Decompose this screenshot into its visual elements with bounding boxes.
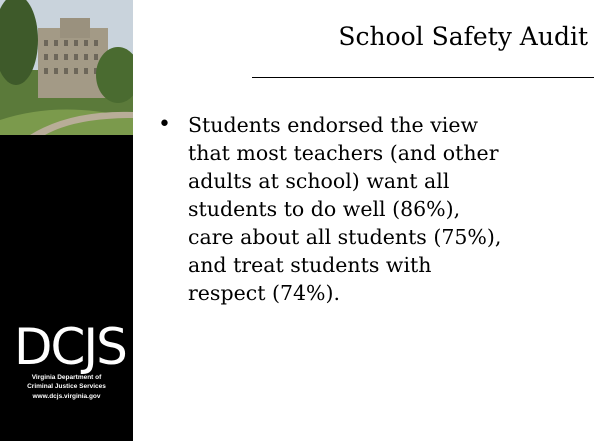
bullet-line: respect (74%). — [188, 279, 501, 307]
bullet-marker: • — [158, 112, 171, 137]
bullet-line: adults at school) want all — [188, 167, 501, 195]
agency-name: Virginia Department of — [0, 374, 133, 381]
agency-url: www.dcjs.virginia.gov — [0, 393, 133, 400]
slide-title: School Safety Audit — [338, 22, 588, 51]
title-rule — [252, 77, 594, 78]
bullet-line: students to do well (86%), — [188, 195, 501, 223]
logo-mark: DCJS — [14, 318, 126, 376]
slide: DCJS Virginia Department of Criminal Jus… — [0, 0, 594, 441]
campus-photo — [0, 0, 133, 135]
bullet-line: that most teachers (and other — [188, 139, 501, 167]
sidebar: DCJS Virginia Department of Criminal Jus… — [0, 0, 133, 441]
bullet-line: and treat students with — [188, 251, 501, 279]
agency-name: Criminal Justice Services — [0, 383, 133, 390]
bullet-line: Students endorsed the view — [188, 111, 501, 139]
bullet-line: care about all students (75%), — [188, 223, 501, 251]
